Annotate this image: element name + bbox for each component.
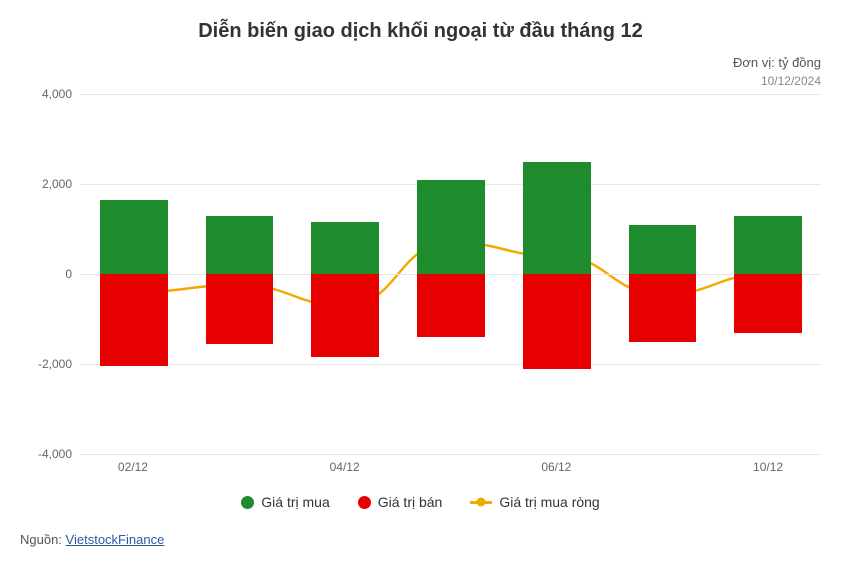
source: Nguồn: VietstockFinance <box>20 532 821 547</box>
y-axis: -4,000-2,00002,0004,000 <box>20 94 80 454</box>
source-link[interactable]: VietstockFinance <box>66 532 165 547</box>
unit-label: Đơn vị: tỷ đồng <box>20 55 821 70</box>
chart-title: Diễn biến giao dịch khối ngoại từ đầu th… <box>20 20 821 43</box>
bar-buy <box>629 225 697 275</box>
legend-label-net: Giá trị mua ròng <box>499 494 599 510</box>
bar-buy <box>734 216 802 275</box>
bar-sell <box>206 274 274 344</box>
bar-slot <box>610 94 716 454</box>
bar-sell <box>311 274 379 357</box>
legend-swatch-net <box>470 501 492 504</box>
legend-item-sell: Giá trị bán <box>358 494 443 510</box>
legend-swatch-sell <box>358 496 371 509</box>
bar-slot <box>292 94 398 454</box>
plot-area: -4,000-2,00002,0004,000 <box>20 94 821 454</box>
source-prefix: Nguồn: <box>20 532 66 547</box>
bar-slot <box>81 94 187 454</box>
x-tick-label: 06/12 <box>541 460 571 474</box>
bar-sell <box>100 274 168 366</box>
y-tick-label: -2,000 <box>38 357 72 371</box>
bar-slot <box>187 94 293 454</box>
date-note: 10/12/2024 <box>20 74 821 88</box>
legend-item-net: Giá trị mua ròng <box>470 494 599 510</box>
bar-buy <box>100 200 168 274</box>
y-tick-label: 2,000 <box>42 177 72 191</box>
bar-slot <box>504 94 610 454</box>
chart-container: Diễn biến giao dịch khối ngoại từ đầu th… <box>20 20 821 547</box>
bar-sell <box>417 274 485 337</box>
bar-slot <box>398 94 504 454</box>
bar-buy <box>206 216 274 275</box>
legend-label-buy: Giá trị mua <box>261 494 329 510</box>
x-tick-label: 04/12 <box>330 460 360 474</box>
bar-buy <box>523 162 591 275</box>
bar-buy <box>417 180 485 275</box>
plot <box>80 94 821 454</box>
x-tick-label: 10/12 <box>753 460 783 474</box>
bar-sell <box>734 274 802 333</box>
x-tick-label: 02/12 <box>118 460 148 474</box>
y-tick-label: -4,000 <box>38 447 72 461</box>
legend-item-buy: Giá trị mua <box>241 494 329 510</box>
bar-buy <box>311 222 379 274</box>
bar-slot <box>715 94 821 454</box>
legend-label-sell: Giá trị bán <box>378 494 443 510</box>
y-tick-label: 4,000 <box>42 87 72 101</box>
y-tick-label: 0 <box>65 267 72 281</box>
bar-sell <box>523 274 591 369</box>
legend-swatch-buy <box>241 496 254 509</box>
bar-sell <box>629 274 697 342</box>
legend: Giá trị mua Giá trị bán Giá trị mua ròng <box>20 494 821 510</box>
x-axis: 02/12 04/12 06/12 10/12 <box>80 454 821 482</box>
